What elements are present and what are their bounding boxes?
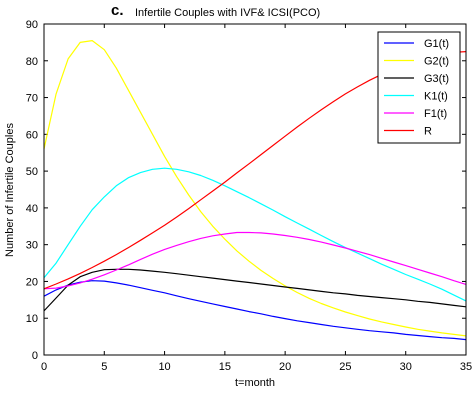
chart-title: Infertile Couples with IVF& ICSI(PCO) bbox=[135, 7, 320, 19]
x-tick-label: 25 bbox=[339, 361, 351, 373]
legend-entry: G1(t) bbox=[424, 38, 449, 50]
legend-entry: G2(t) bbox=[424, 56, 449, 68]
x-axis-label: t=month bbox=[235, 377, 275, 389]
series-line-f1-t bbox=[43, 231, 467, 290]
legend-entry: F1(t) bbox=[424, 108, 447, 120]
series-line-g3-t bbox=[43, 268, 467, 312]
y-tick-label: 30 bbox=[26, 240, 38, 252]
x-tick-label: 5 bbox=[101, 361, 107, 373]
series-line-g2-t bbox=[43, 39, 467, 337]
x-tick-label: 0 bbox=[41, 361, 47, 373]
y-tick-label: 70 bbox=[26, 93, 38, 105]
y-tick-label: 80 bbox=[26, 56, 38, 68]
y-axis-ticks: 0 10 20 30 40 50 60 70 80 90 bbox=[26, 19, 466, 362]
legend-entry: R bbox=[424, 126, 432, 138]
x-tick-label: 20 bbox=[279, 361, 291, 373]
y-tick-label: 50 bbox=[26, 166, 38, 178]
y-tick-label: 60 bbox=[26, 129, 38, 141]
series-lines bbox=[43, 39, 467, 341]
y-tick-label: 0 bbox=[32, 350, 38, 362]
x-tick-label: 35 bbox=[460, 361, 472, 373]
legend-box bbox=[377, 31, 461, 144]
legend-entry: K1(t) bbox=[424, 91, 448, 103]
series-line-k1-t bbox=[43, 167, 467, 302]
x-axis-ticks: 0 5 10 15 20 25 30 35 bbox=[41, 24, 472, 373]
y-tick-label: 90 bbox=[26, 19, 38, 31]
y-tick-label: 40 bbox=[26, 203, 38, 215]
x-tick-label: 10 bbox=[158, 361, 170, 373]
panel-letter: c. bbox=[111, 2, 124, 19]
x-tick-label: 15 bbox=[219, 361, 231, 373]
y-tick-label: 20 bbox=[26, 276, 38, 288]
plot-frame bbox=[43, 23, 467, 356]
y-axis-label: Number of Infertile Couples bbox=[4, 123, 16, 257]
series-line-g1-t bbox=[43, 280, 467, 341]
legend-entry: G3(t) bbox=[424, 73, 449, 85]
y-tick-label: 10 bbox=[26, 313, 38, 325]
x-tick-label: 30 bbox=[400, 361, 412, 373]
legend: G1(t) G2(t) G3(t) K1(t) F1(t) R bbox=[377, 31, 461, 144]
